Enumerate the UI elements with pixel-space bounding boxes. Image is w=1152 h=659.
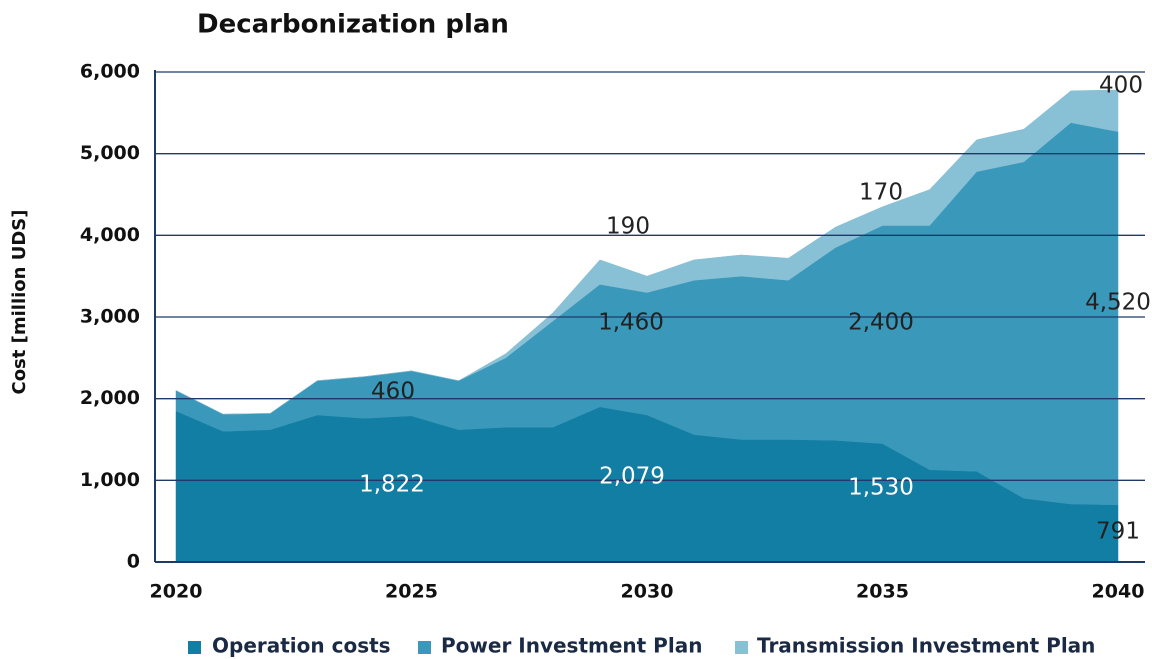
legend-label: Power Investment Plan xyxy=(441,634,702,658)
annotation: 4,520 xyxy=(1085,290,1151,316)
x-tick-label: 2040 xyxy=(1092,581,1145,603)
y-tick-label: 1,000 xyxy=(80,469,140,491)
annotation: 1,460 xyxy=(598,310,664,336)
y-tick-label: 3,000 xyxy=(80,306,140,328)
y-tick-label: 0 xyxy=(127,551,140,573)
y-tick-label: 4,000 xyxy=(80,224,140,246)
y-tick-label: 2,000 xyxy=(80,387,140,409)
legend-label: Transmission Investment Plan xyxy=(757,634,1095,658)
area xyxy=(175,89,1119,415)
x-tick-label: 2030 xyxy=(621,581,674,603)
annotation: 1,822 xyxy=(359,472,425,498)
annotation: 400 xyxy=(1099,73,1143,99)
areas xyxy=(175,89,1119,563)
annotation: 170 xyxy=(859,180,903,206)
y-tick-label: 6,000 xyxy=(80,61,140,83)
overlay xyxy=(154,70,1145,563)
y-tick-label: 5,000 xyxy=(80,142,140,164)
legend-swatch xyxy=(735,641,748,654)
legend-swatch xyxy=(418,641,431,654)
x-tick-label: 2020 xyxy=(150,581,203,603)
annotation: 2,400 xyxy=(848,310,914,336)
annotation: 190 xyxy=(606,214,650,240)
annotation: 2,079 xyxy=(599,464,665,490)
x-tick-label: 2035 xyxy=(856,581,909,603)
y-axis-title: Cost [million UDS] xyxy=(9,209,30,394)
annotation: 791 xyxy=(1096,519,1140,545)
legend-label: Operation costs xyxy=(212,634,391,658)
x-tick-label: 2025 xyxy=(385,581,438,603)
annotation: 460 xyxy=(371,379,415,405)
annotation: 1,530 xyxy=(848,475,914,501)
chart-title: Decarbonization plan xyxy=(197,10,509,40)
legend-swatch xyxy=(188,641,201,654)
